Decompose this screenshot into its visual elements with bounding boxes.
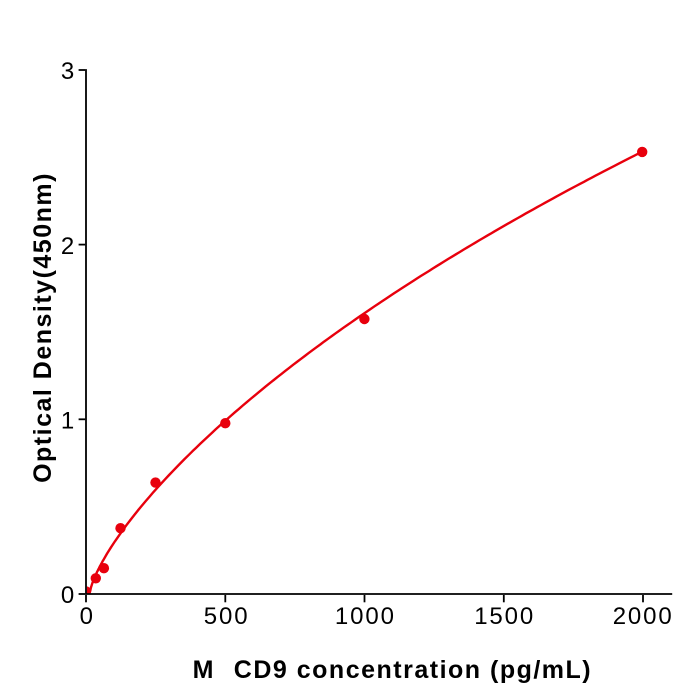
svg-text:500: 500 xyxy=(204,603,250,630)
svg-text:1: 1 xyxy=(61,408,74,435)
svg-text:M: M xyxy=(193,656,215,684)
svg-text:1500: 1500 xyxy=(474,603,535,630)
svg-text:0: 0 xyxy=(80,603,93,630)
svg-text:2000: 2000 xyxy=(613,603,674,630)
svg-text:1000: 1000 xyxy=(335,603,396,630)
svg-text:3: 3 xyxy=(61,58,74,85)
svg-text:2: 2 xyxy=(61,233,74,260)
svg-text:0: 0 xyxy=(61,582,74,609)
svg-text:CD9 concentration (pg/mL): CD9 concentration (pg/mL) xyxy=(234,656,592,684)
svg-text:Optical Density(450nm): Optical Density(450nm) xyxy=(29,172,57,483)
